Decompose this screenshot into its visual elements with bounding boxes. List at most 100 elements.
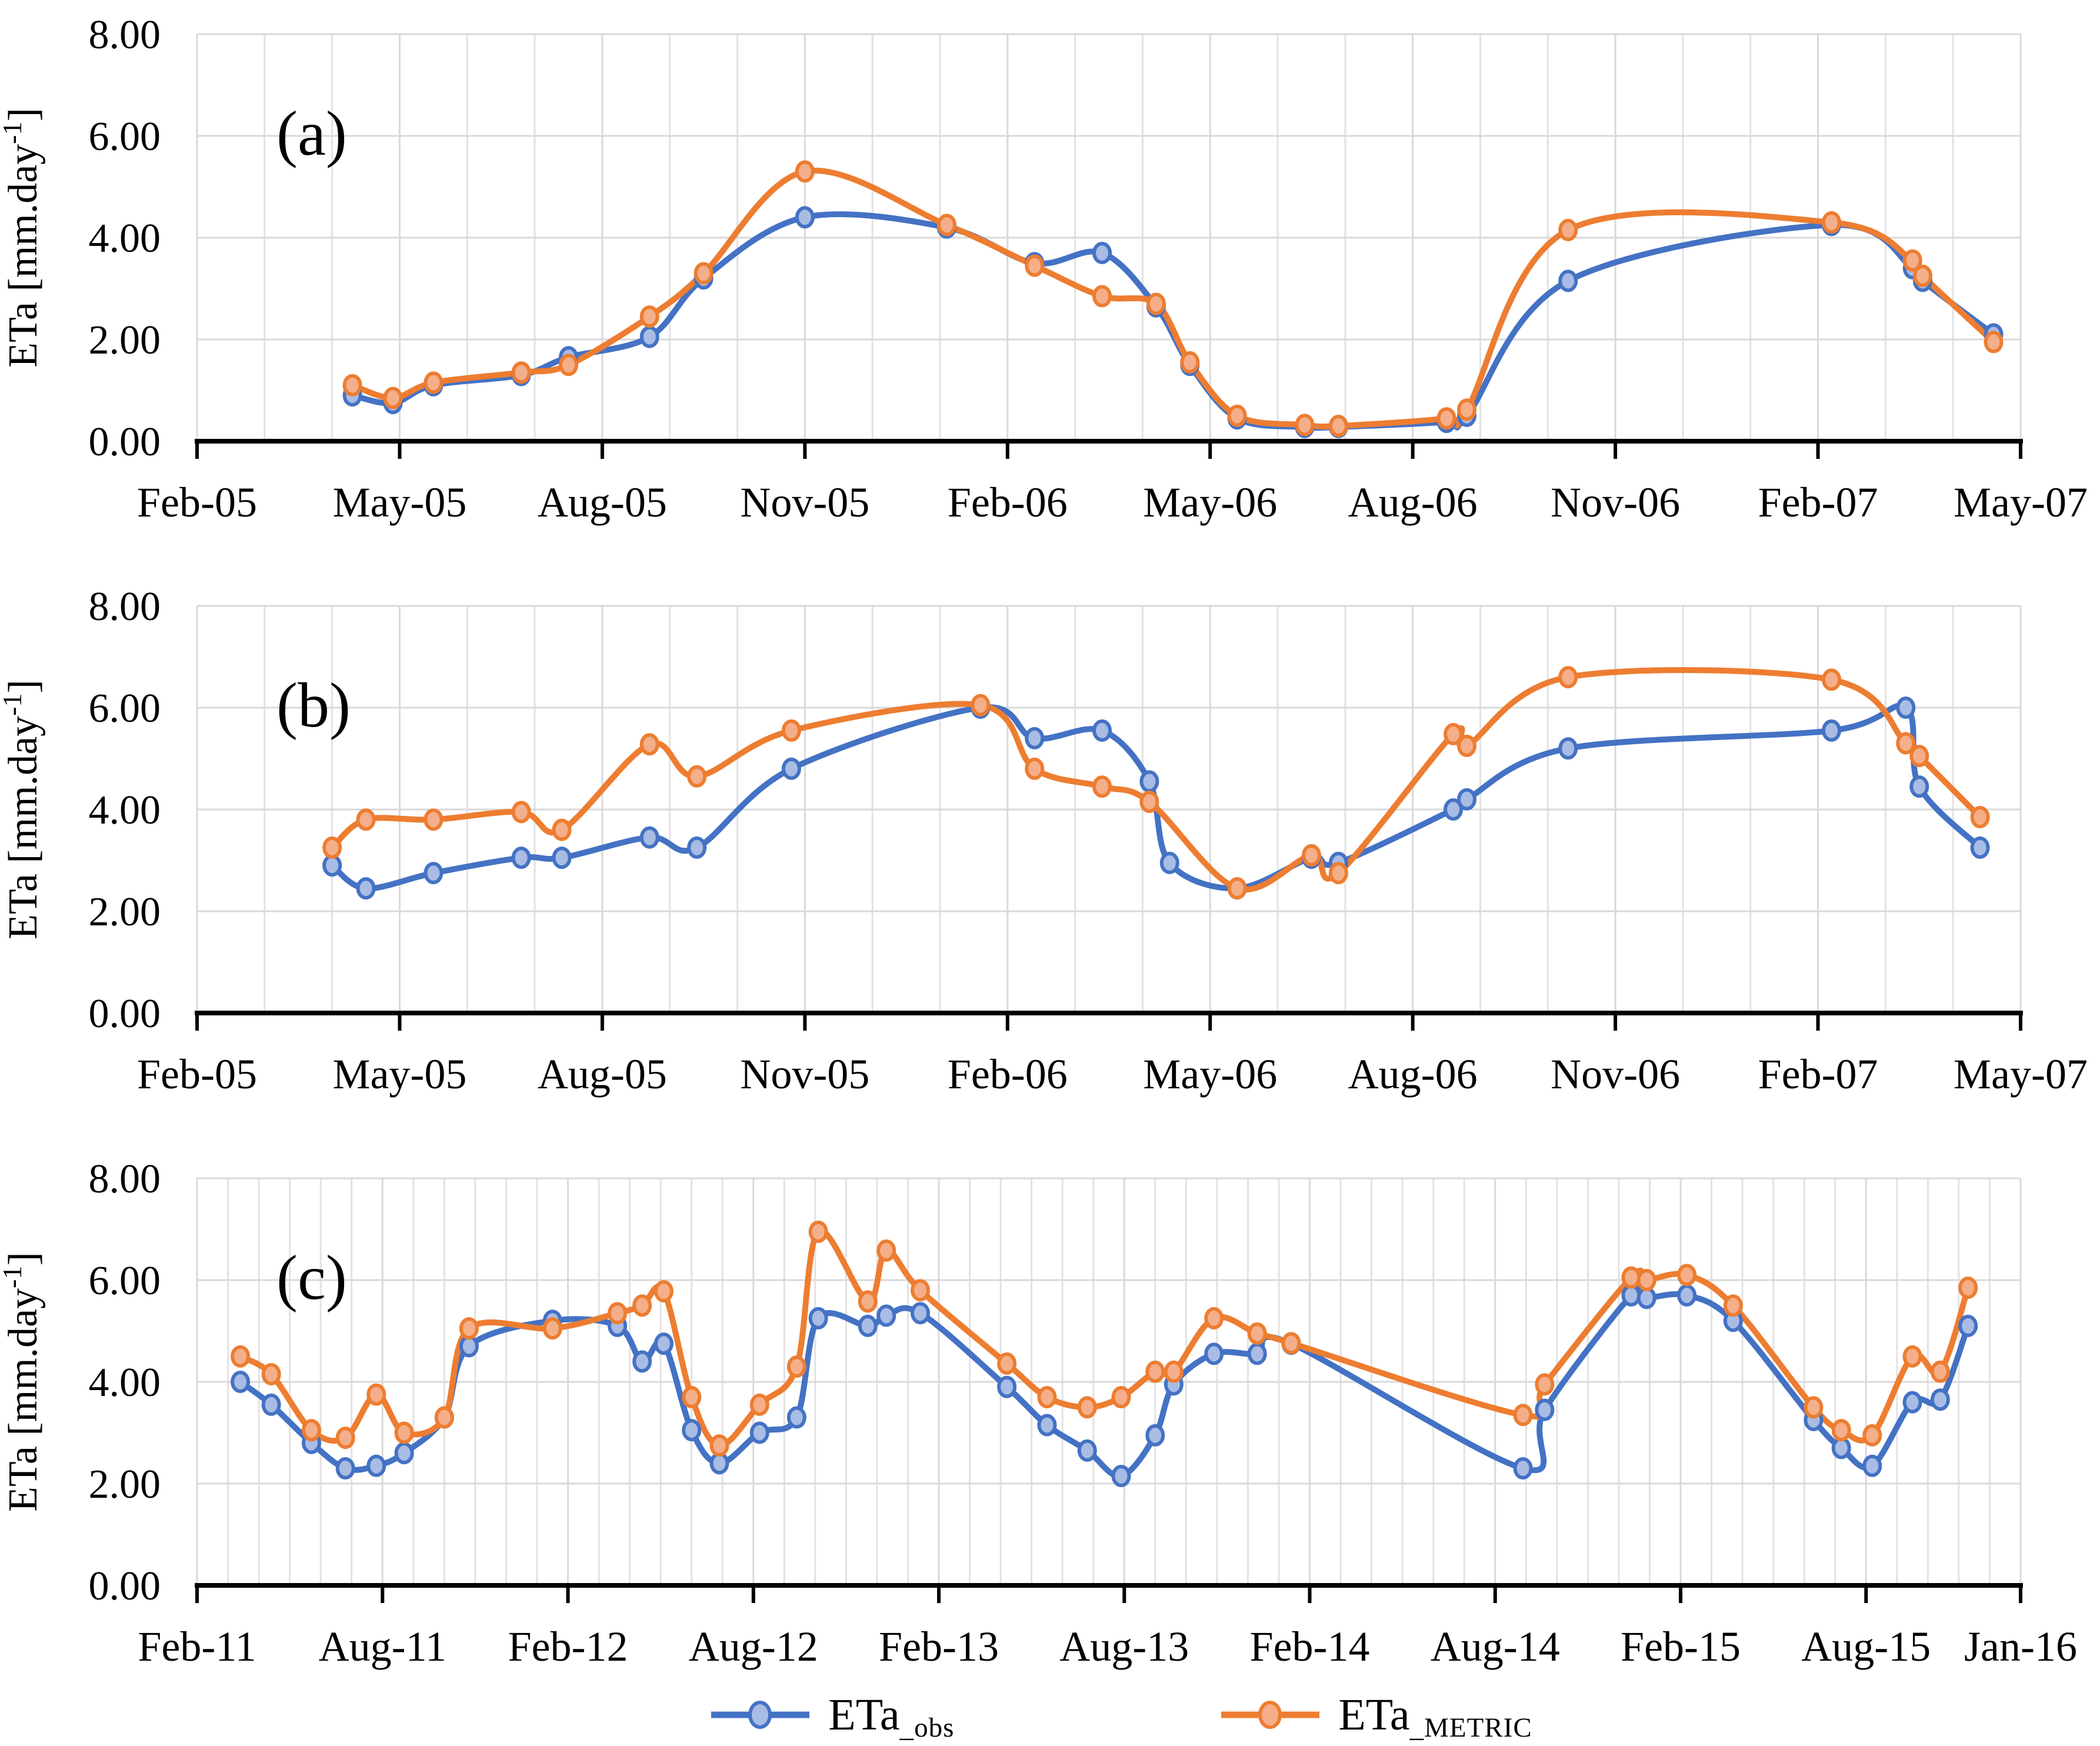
data-point-marker <box>1902 1345 1922 1368</box>
y-tick-label: 6.00 <box>89 686 161 731</box>
y-tick-label: 8.00 <box>89 584 161 629</box>
data-point-marker <box>1535 1398 1555 1421</box>
data-point-marker <box>1636 1287 1656 1310</box>
data-point-marker <box>1822 211 1842 234</box>
series-line-ETa_METRIC <box>237 1228 1971 1449</box>
x-tick-label: Feb-07 <box>1758 479 1878 526</box>
data-point-marker <box>1247 1322 1267 1345</box>
data-point-marker <box>1558 666 1578 689</box>
data-point-marker <box>1958 1314 1978 1337</box>
data-point-marker <box>1902 1391 1922 1414</box>
x-tick-label: Feb-06 <box>948 479 1068 526</box>
data-point-marker <box>1930 1388 1950 1411</box>
data-point-marker <box>1958 1276 1978 1299</box>
data-point-marker <box>1204 1307 1224 1330</box>
y-tick-label: 6.00 <box>89 114 161 159</box>
data-point-marker <box>639 305 659 328</box>
data-point-marker <box>632 1350 652 1373</box>
data-point-marker <box>1896 697 1916 719</box>
data-point-marker <box>749 1421 769 1444</box>
series-markers-ETa_METRIC <box>342 160 2004 438</box>
y-tick-label: 2.00 <box>89 889 161 935</box>
data-point-marker <box>682 1385 702 1408</box>
data-point-marker <box>876 1239 896 1262</box>
data-point-marker <box>654 1280 674 1303</box>
data-point-marker <box>558 354 578 376</box>
data-point-marker <box>1077 1396 1097 1419</box>
x-tick-label: Aug-05 <box>538 479 667 526</box>
y-tick-label: 4.00 <box>89 216 161 261</box>
data-point-marker <box>335 1457 355 1480</box>
x-tick-label: Feb-11 <box>138 1623 256 1670</box>
data-point-marker <box>356 808 376 831</box>
x-tick-label: Aug-06 <box>1348 1051 1478 1098</box>
data-point-marker <box>261 1393 281 1416</box>
data-point-marker <box>231 1371 251 1393</box>
data-point-marker <box>1164 1360 1184 1383</box>
data-point-marker <box>459 1335 479 1358</box>
data-point-marker <box>434 1406 454 1429</box>
data-point-marker <box>1970 805 1990 828</box>
data-point-marker <box>1513 1404 1533 1427</box>
series-line-ETa_METRIC <box>349 168 1997 430</box>
x-tick-label: Feb-07 <box>1758 1051 1878 1098</box>
data-point-marker <box>639 826 659 849</box>
x-tick-label: Nov-06 <box>1551 479 1680 526</box>
data-point-marker <box>322 836 342 859</box>
data-point-marker <box>687 836 707 859</box>
data-point-marker <box>1930 1360 1950 1383</box>
data-point-marker <box>1444 798 1464 821</box>
data-point-marker <box>322 854 342 877</box>
data-point-marker <box>1025 727 1045 749</box>
data-point-marker <box>682 1419 702 1442</box>
data-point-marker <box>1535 1373 1555 1396</box>
gridlines <box>196 605 2022 1013</box>
data-point-marker <box>1822 719 1842 742</box>
y-tick-label: 8.00 <box>89 12 161 58</box>
data-point-marker <box>424 808 444 831</box>
panel-letter: (b) <box>276 671 351 741</box>
data-point-marker <box>511 801 531 824</box>
data-point-marker <box>1909 745 1929 768</box>
data-point-marker <box>1621 1284 1641 1307</box>
data-point-marker <box>786 1355 806 1378</box>
data-point-marker <box>552 847 572 869</box>
data-point-marker <box>1328 415 1348 438</box>
data-point-marker <box>808 1220 828 1243</box>
data-point-marker <box>1558 269 1578 292</box>
data-point-marker <box>1436 407 1456 430</box>
x-tick-label: May-06 <box>1143 479 1277 526</box>
data-point-marker <box>639 733 659 756</box>
data-point-marker <box>542 1317 562 1340</box>
data-point-marker <box>997 1375 1017 1398</box>
x-tick-label: Aug-14 <box>1431 1623 1560 1670</box>
series-line-ETa_obs <box>329 702 1984 892</box>
data-point-marker <box>1146 292 1166 315</box>
data-point-marker <box>1723 1294 1743 1317</box>
data-point-marker <box>1247 1342 1267 1365</box>
data-point-marker <box>687 765 707 788</box>
gridlines <box>196 1177 2022 1585</box>
data-point-marker <box>632 1294 652 1317</box>
data-point-marker <box>424 862 444 885</box>
legend-label-metric: ETa_METRIC <box>1338 1690 1532 1743</box>
legend-item-metric: ETa_METRIC <box>1219 1690 1532 1743</box>
data-point-marker <box>971 694 991 717</box>
legend-swatch-obs-icon <box>711 1701 810 1729</box>
data-point-marker <box>1025 757 1045 780</box>
data-point-marker <box>1025 254 1045 277</box>
data-point-marker <box>356 877 376 900</box>
legend-item-obs: ETa_obs <box>709 1690 954 1742</box>
data-point-marker <box>1970 836 1990 859</box>
data-point-marker <box>1037 1414 1057 1437</box>
y-tick-label: 8.00 <box>89 1157 161 1202</box>
data-point-marker <box>383 386 403 409</box>
x-tick-label: Aug-13 <box>1059 1623 1189 1670</box>
series-markers-ETa_obs <box>231 1284 1978 1488</box>
data-point-marker <box>1111 1465 1131 1488</box>
data-point-marker <box>1092 775 1112 798</box>
panel-a-chart: 0.00 2.00 4.00 6.00 8.00 Feb-05 May-05 Aug-05 No… <box>0 12 2088 526</box>
data-point-marker <box>459 1317 479 1340</box>
data-point-marker <box>1139 770 1159 793</box>
